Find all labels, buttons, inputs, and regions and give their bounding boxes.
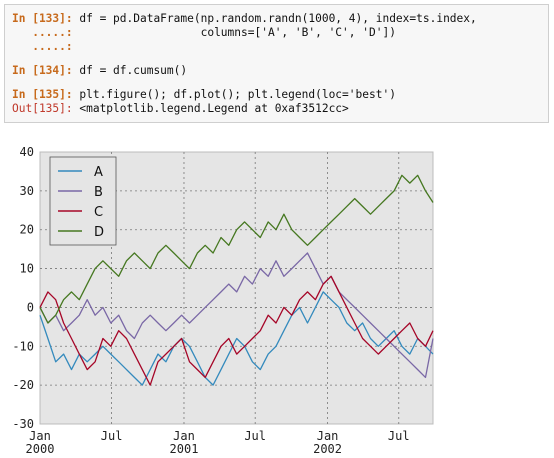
x-tick-label: Jan 2000 — [26, 429, 55, 456]
continuation-prompt: .....: — [12, 40, 73, 53]
series-line-c — [39, 275, 434, 386]
x-tick-label: Jul — [388, 429, 410, 443]
y-tick-label: 0 — [27, 300, 34, 314]
x-tick-label: Jul — [101, 429, 123, 443]
y-tick-label: -30 — [12, 417, 34, 431]
series-line-a — [39, 291, 434, 386]
legend-label-b: B — [94, 185, 103, 200]
grid-lines — [40, 152, 433, 424]
y-tick-label: 20 — [20, 223, 34, 237]
x-axis-ticks: Jan 2000 Jul Jan 2001 Jul Jan 2002 Jul — [26, 429, 410, 456]
x-tick-label: Jul — [244, 429, 266, 443]
code-line-continuation: .....: columns=['A', 'B', 'C', 'D']) — [12, 26, 396, 40]
y-axis-ticks: -30 -20 -10 0 10 20 30 40 — [12, 145, 34, 431]
code-line-133: In [133]: df = pd.DataFrame(np.random.ra… — [12, 12, 477, 26]
legend-label-d: D — [94, 225, 104, 240]
code-line-134: In [134]: df = df.cumsum() — [12, 64, 187, 78]
legend-box — [49, 156, 117, 246]
code-line-continuation: .....: — [12, 40, 73, 54]
output-prompt: Out[135]: — [12, 102, 73, 115]
input-prompt: In [133]: — [12, 12, 73, 25]
series-lines — [39, 174, 434, 386]
code-text: columns=['A', 'B', 'C', 'D']) — [72, 26, 396, 39]
y-tick-label: -10 — [12, 339, 34, 353]
x-tick-label: Jan 2001 — [170, 429, 199, 456]
output-line-135: Out[135]: <matplotlib.legend.Legend at 0… — [12, 102, 349, 116]
continuation-prompt: .....: — [12, 26, 73, 39]
input-prompt: In [135]: — [12, 88, 73, 101]
code-cell[interactable]: In [133]: df = pd.DataFrame(np.random.ra… — [4, 4, 549, 123]
input-prompt: In [134]: — [12, 64, 73, 77]
legend-label-a: A — [94, 165, 103, 180]
legend-label-c: C — [94, 205, 103, 220]
x-tick-label: Jan 2002 — [313, 429, 342, 456]
code-text: df = pd.DataFrame(np.random.randn(1000, … — [72, 12, 477, 25]
series-line-b — [39, 252, 434, 379]
code-line-135: In [135]: plt.figure(); df.plot(); plt.l… — [12, 88, 396, 102]
series-line-d — [39, 174, 434, 324]
y-tick-label: 30 — [20, 184, 34, 198]
y-tick-label: 10 — [20, 262, 34, 276]
code-text: plt.figure(); df.plot(); plt.legend(loc=… — [72, 88, 396, 101]
y-tick-label: 40 — [20, 145, 34, 159]
output-text: <matplotlib.legend.Legend at 0xaf3512cc> — [72, 102, 349, 115]
code-text: df = df.cumsum() — [72, 64, 188, 77]
y-tick-label: -20 — [12, 378, 34, 392]
